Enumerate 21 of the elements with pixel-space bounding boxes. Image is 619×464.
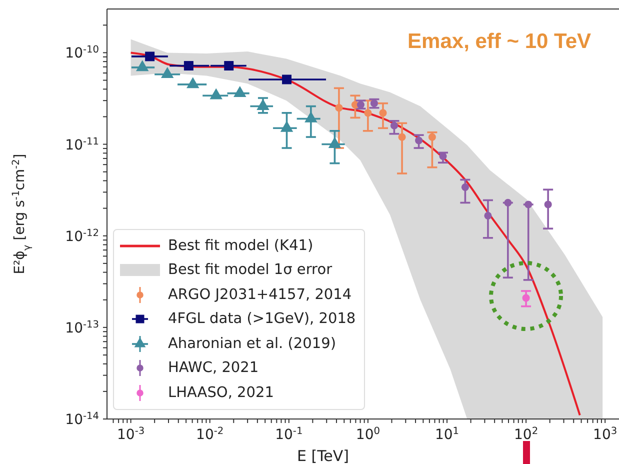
legend-label: LHAASO, 2021 [168,384,274,401]
y-tick-label: 10$^{-14}$ [65,410,99,428]
x-tick-label: 10$^{-2}$ [196,426,224,443]
x-tick-label: 10$^{0}$ [356,426,380,443]
legend-label: HAWC, 2021 [168,360,259,376]
x-tick-label: 10$^{-3}$ [116,426,145,443]
x-tick-label: 10$^{2}$ [514,426,538,443]
legend-label: Aharonian et al. (2019) [168,336,336,352]
y-tick-label: 10$^{-11}$ [65,136,99,154]
x-tick-label: 10$^{-1}$ [275,426,303,443]
legend-label: ARGO J2031+4157, 2014 [168,286,352,303]
y-tick-label: 10$^{-13}$ [65,318,99,336]
x-tick-label: 10$^{3}$ [593,426,618,443]
x-axis-title: E [TeV] [296,447,350,464]
legend-label: 4FGL data (>1GeV), 2018 [168,311,356,328]
legend-label: Best fit model 1σ error [168,262,332,278]
x-tick-label: 10$^{1}$ [434,426,460,443]
y-tick-label: 10$^{-10}$ [65,44,99,62]
legend-label: Best fit model (K41) [168,238,314,254]
y-tick-label: 10$^{-12}$ [65,227,99,245]
annotation: Emax, eff ~ 10 TeV [408,30,591,54]
